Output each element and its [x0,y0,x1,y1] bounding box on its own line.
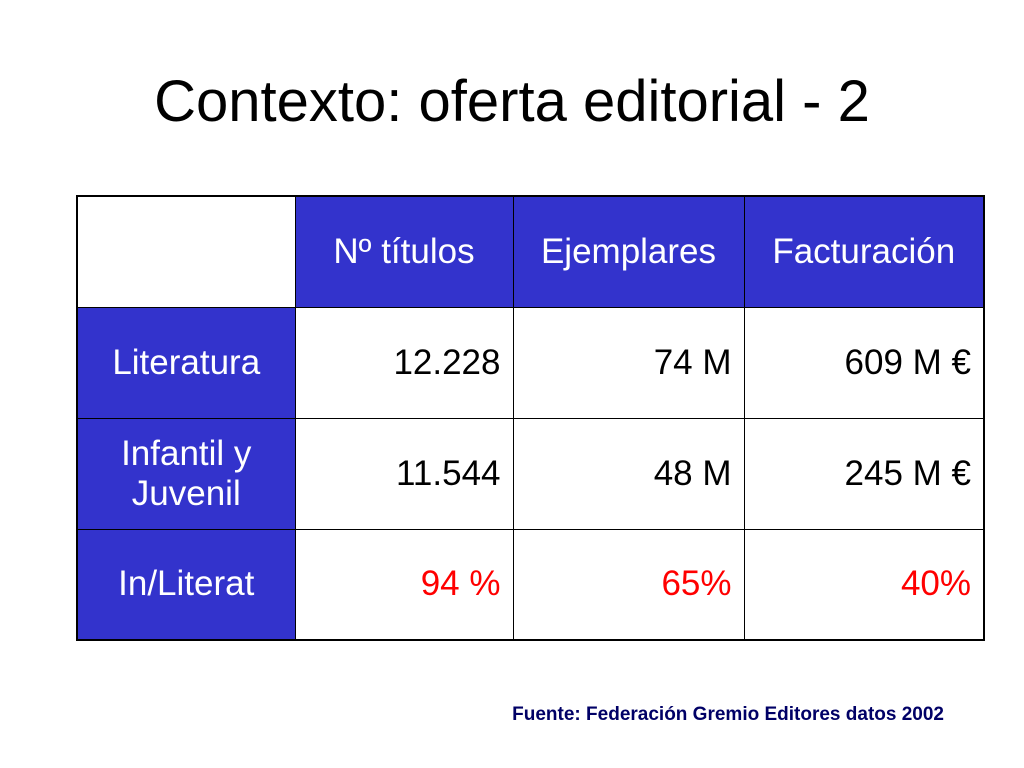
cell-literatura-ejemplares: 74 M [512,306,745,419]
cell-infantil-ejemplares: 48 M [512,417,745,530]
source-note: Fuente: Federación Gremio Editores datos… [512,704,944,725]
row-header-in-literat: In/Literat [76,528,296,641]
cell-ratio-facturacion: 40% [743,528,985,641]
column-header-facturacion: Facturación [743,195,985,308]
table-corner-cell [76,195,296,308]
table-header-row: Nº títulos Ejemplares Facturación [76,195,985,308]
row-header-infantil-juvenil: Infantil y Juvenil [76,417,296,530]
column-header-ejemplares: Ejemplares [512,195,745,308]
cell-infantil-facturacion: 245 M € [743,417,985,530]
data-table: Nº títulos Ejemplares Facturación Litera… [76,195,985,641]
row-header-literatura: Literatura [76,306,296,419]
column-header-titulos: Nº títulos [294,195,514,308]
cell-infantil-titulos: 11.544 [294,417,514,530]
table-row: Literatura 12.228 74 M 609 M € [76,306,985,419]
cell-ratio-ejemplares: 65% [512,528,745,641]
slide-title: Contexto: oferta editorial - 2 [154,69,870,134]
cell-literatura-facturacion: 609 M € [743,306,985,419]
cell-ratio-titulos: 94 % [294,528,514,641]
row-header-line-1: Infantil y [121,433,252,473]
table-row: In/Literat 94 % 65% 40% [76,528,985,641]
table-row: Infantil y Juvenil 11.544 48 M 245 M € [76,417,985,530]
row-header-line-2: Juvenil [131,473,241,513]
cell-literatura-titulos: 12.228 [294,306,514,419]
